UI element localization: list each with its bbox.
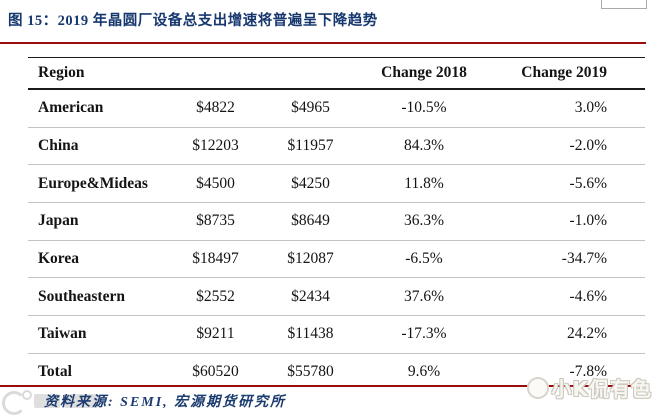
header-change-2019: Change 2019 — [521, 64, 607, 81]
cell-value-2019: $2434 — [291, 287, 330, 305]
cell-value-2019: $11438 — [287, 325, 334, 343]
cell-change-2018: 9.6% — [407, 363, 441, 381]
bottom-red-divider — [0, 385, 646, 387]
cell-value-2019: $4250 — [291, 174, 330, 192]
source-note: 资料来源: SEMI, 宏源期货研究所 — [44, 395, 287, 410]
cell-value-2019: $11957 — [287, 137, 334, 155]
cell-region: Total — [38, 363, 72, 381]
cell-change-2019: -5.6% — [569, 174, 607, 192]
cell-region: Southeastern — [38, 287, 125, 305]
cell-value-2018: $12203 — [192, 137, 239, 155]
cell-change-2019: 24.2% — [566, 325, 607, 343]
cell-change-2018: 37.6% — [403, 287, 445, 305]
cell-change-2019: -34.7% — [561, 250, 607, 268]
table-row-total: Total $60520 $55780 9.6% -7.8% — [28, 354, 645, 391]
cell-value-2018: $60520 — [192, 363, 239, 381]
top-red-divider — [0, 42, 646, 44]
table-row: Europe&Mideas $4500 $4250 11.8% -5.6% — [28, 165, 645, 204]
cell-value-2018: $4500 — [196, 174, 235, 192]
figure-title: 图 15：2019 年晶圆厂设备总支出增速将普遍呈下降趋势 — [8, 13, 378, 29]
table-row: China $12203 $11957 84.3% -2.0% — [28, 128, 645, 166]
cell-change-2019: 3.0% — [574, 99, 607, 117]
table-row: American $4822 $4965 -10.5% 3.0% — [28, 90, 645, 128]
cell-region: Japan — [38, 212, 79, 230]
brand-name: 小K侃有色 — [551, 377, 652, 401]
cell-change-2019: -4.6% — [569, 287, 607, 305]
cell-change-2019: -2.0% — [569, 137, 607, 155]
cell-change-2018: 84.3% — [403, 137, 445, 155]
table-header-row: Region Change 2018 Change 2019 — [28, 57, 645, 90]
cell-region: American — [38, 99, 104, 117]
header-change-2018: Change 2018 — [381, 64, 467, 81]
cell-value-2018: $18497 — [192, 250, 239, 268]
cell-value-2019: $4965 — [291, 99, 330, 117]
watermark-left-logo — [2, 388, 112, 415]
spending-table: Region Change 2018 Change 2019 American … — [28, 57, 645, 391]
cell-value-2019: $8649 — [291, 212, 330, 230]
table-row: Korea $18497 $12087 -6.5% -34.7% — [28, 241, 645, 279]
watermark-arc-shape — [2, 391, 26, 415]
cell-region: China — [38, 137, 79, 155]
table-row: Taiwan $9211 $11438 -17.3% 24.2% — [28, 316, 645, 354]
cell-value-2018: $2552 — [196, 287, 235, 305]
watermark-glyph-blob — [34, 394, 60, 408]
watermark-glyph-blob — [64, 394, 98, 408]
cell-change-2019: -7.8% — [569, 363, 607, 381]
table-row: Southeastern $2552 $2434 37.6% -4.6% — [28, 278, 645, 317]
cell-value-2019: $12087 — [287, 250, 334, 268]
table-row: Japan $8735 $8649 36.3% -1.0% — [28, 203, 645, 241]
cell-change-2019: -1.0% — [569, 212, 607, 230]
cell-change-2018: -17.3% — [401, 325, 447, 343]
corner-box-fragment — [601, 0, 647, 9]
watermark-brand: 小K侃有色 — [526, 373, 653, 402]
header-region: Region — [38, 64, 85, 81]
cell-value-2018: $4822 — [196, 99, 235, 117]
cell-region: Taiwan — [38, 325, 87, 343]
cell-region: Korea — [38, 250, 80, 268]
cell-change-2018: -6.5% — [405, 250, 443, 268]
cell-value-2018: $8735 — [196, 212, 235, 230]
cell-value-2019: $55780 — [287, 363, 334, 381]
watermark-dot-shape — [22, 390, 32, 400]
cell-value-2018: $9211 — [196, 325, 235, 343]
cell-change-2018: -10.5% — [401, 99, 447, 117]
brand-logo-icon — [526, 376, 549, 399]
cell-region: Europe&Mideas — [38, 174, 148, 192]
cell-change-2018: 11.8% — [404, 174, 444, 192]
cell-change-2018: 36.3% — [403, 212, 445, 230]
